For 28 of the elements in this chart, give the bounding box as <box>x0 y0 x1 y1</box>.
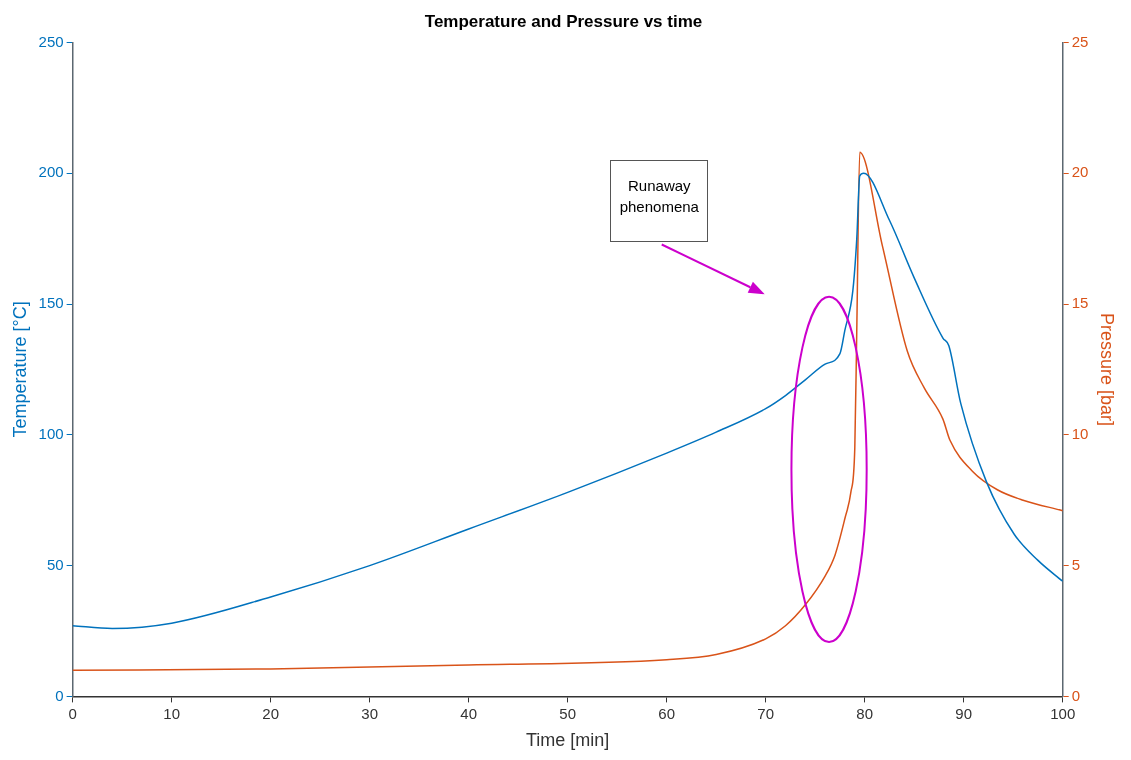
y-tick-label: 250 <box>38 32 64 50</box>
y-tick-label: 0 <box>55 686 64 704</box>
x-tick-label: 30 <box>361 704 378 722</box>
y2-tick-label: 10 <box>1071 424 1089 442</box>
x-axis-title: Time [min] <box>526 730 610 751</box>
x-tick-label: 70 <box>757 704 775 722</box>
annotation: Runaway phenomena <box>610 160 709 243</box>
y2-tick-label: 25 <box>1071 32 1089 50</box>
y-axis-title: Temperature [°C] <box>9 301 30 438</box>
y2-tick-label: 20 <box>1071 163 1089 181</box>
x-tick-label: 60 <box>658 704 676 722</box>
x-tick-label: 20 <box>262 704 279 722</box>
x-tick-label: 80 <box>856 704 874 722</box>
x-tick-label: 90 <box>955 704 973 722</box>
y-tick-label: 100 <box>38 424 64 442</box>
x-tick-label: 100 <box>1050 704 1076 722</box>
y-tick-label: 150 <box>38 294 64 312</box>
y2-tick-label: 5 <box>1071 555 1081 573</box>
x-tick-label: 0 <box>68 704 77 722</box>
y-tick-label: 50 <box>46 555 64 573</box>
chart-title: Temperature and Pressure vs time <box>424 11 703 31</box>
y2-axis-title: Pressure [bar] <box>1097 312 1118 426</box>
y-tick-label: 200 <box>38 163 64 181</box>
y2-tick-label: 15 <box>1071 294 1089 312</box>
y2-tick-label: 0 <box>1071 686 1081 704</box>
x-tick-label: 10 <box>163 704 180 722</box>
x-tick-label: 50 <box>559 704 577 722</box>
x-tick-label: 40 <box>460 704 478 722</box>
